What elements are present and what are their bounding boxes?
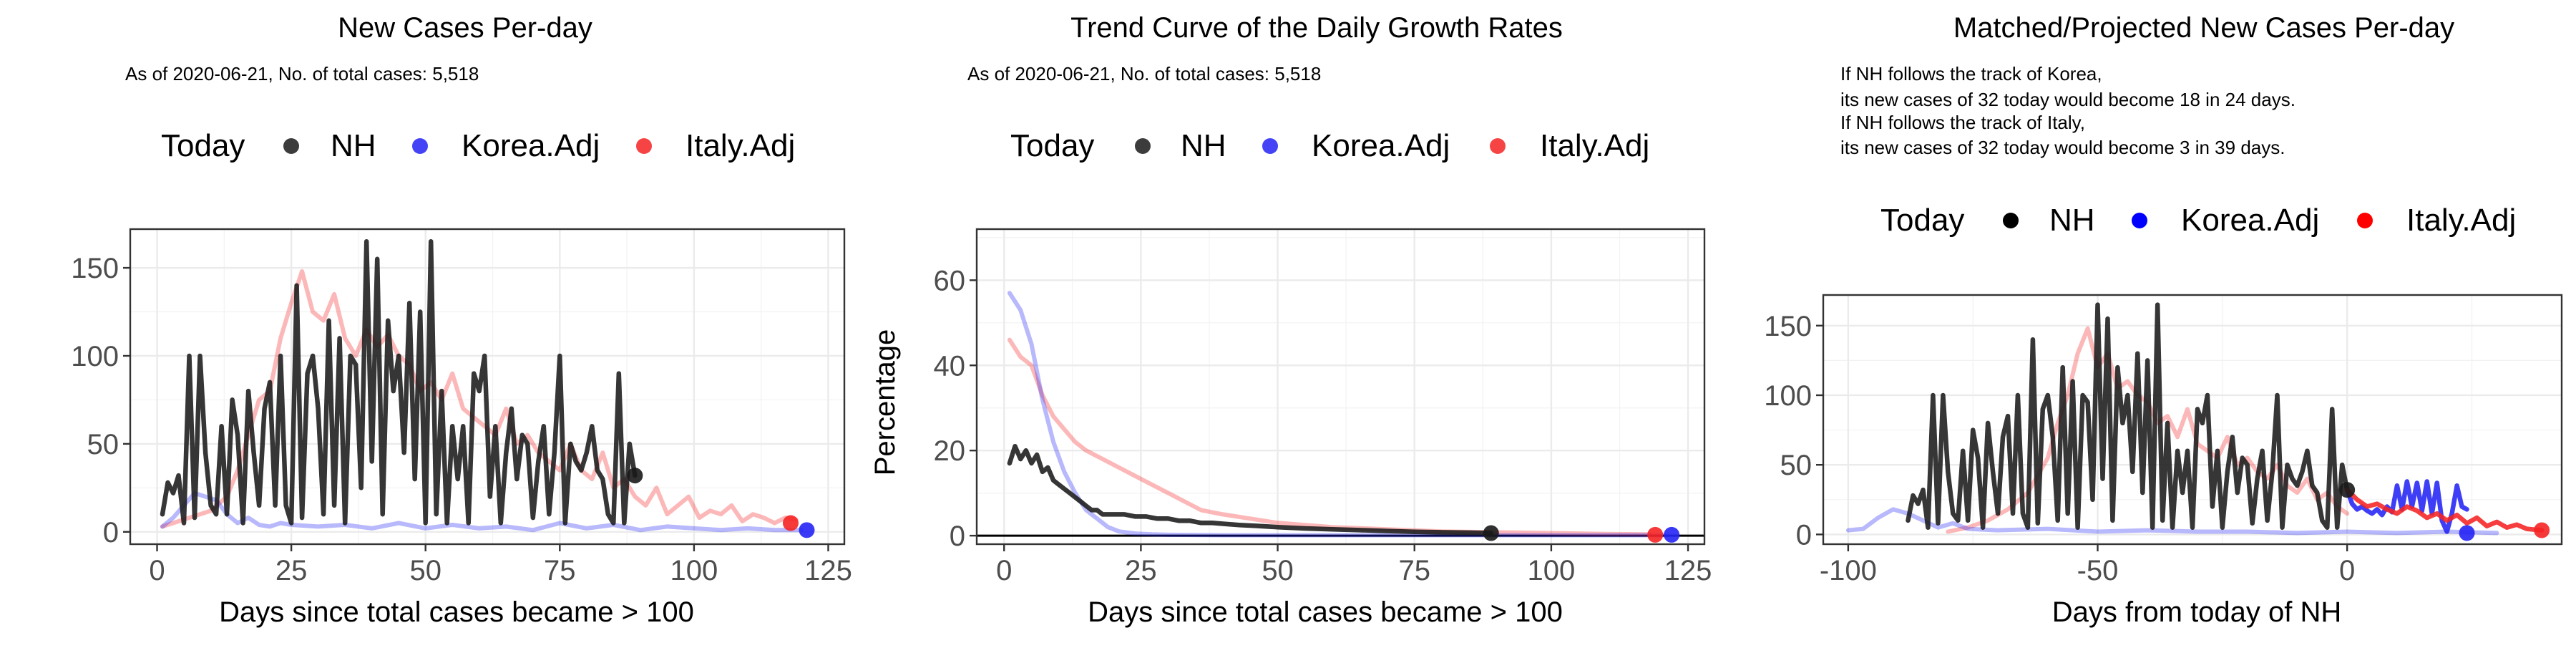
legend-korea-label: Korea.Adj [1312, 128, 1450, 163]
y-tick-label: 20 [934, 435, 966, 467]
x-tick-label: 0 [149, 555, 165, 586]
y-tick-label: 50 [1780, 450, 1813, 481]
annotation-line: If NH follows the track of Italy, [1840, 112, 2085, 133]
chart-growth-rates: Trend Curve of the Daily Growth Rates As… [869, 12, 1712, 628]
x-axis-label: Days from today of NH [2052, 596, 2342, 628]
series-line-korea-adj [1007, 291, 1669, 538]
series-line-korea-adj-projected [2344, 479, 2469, 534]
today-point-italy-adj [1647, 526, 1664, 543]
panel-border [1822, 294, 2563, 546]
y-tick-label: 50 [87, 429, 119, 460]
legend-title: Today [1010, 128, 1094, 163]
annotation-line: its new cases of 32 today would become 1… [1840, 89, 2296, 110]
today-point-nh [1483, 525, 1499, 541]
annotation-line: its new cases of 32 today would become 3… [1840, 137, 2285, 158]
legend-nh-label: NH [331, 128, 376, 163]
series-line-italy-adj [160, 269, 799, 529]
x-axis-label: Days since total cases became > 100 [219, 596, 694, 628]
today-point-korea-adj [799, 522, 815, 538]
today-point-korea-adj [2459, 525, 2475, 541]
legend-nh-marker [1135, 138, 1151, 154]
x-tick-label: 75 [544, 555, 576, 586]
panel-border [975, 228, 1706, 546]
legend-italy-label: Italy.Adj [686, 128, 795, 163]
legend-italy-label: Italy.Adj [2406, 203, 2516, 238]
y-tick-label: 0 [1796, 519, 1812, 551]
plot-area: -100 -50 0 0 50 100 150 [1764, 294, 2563, 586]
chart-matched-projected: Matched/Projected New Cases Per-day If N… [1764, 12, 2563, 628]
x-axis-label: Days since total cases became > 100 [1088, 596, 1563, 628]
today-point-nh [2339, 482, 2356, 498]
legend-nh-marker [283, 138, 299, 154]
y-tick-label: 150 [71, 253, 119, 284]
legend: Today NH Korea.Adj Italy.Adj [1880, 203, 2516, 238]
series-line-nh [1906, 302, 2350, 530]
today-point-italy-adj [782, 515, 799, 531]
x-tick-label: 75 [1398, 555, 1430, 586]
x-tick-label: 125 [1664, 555, 1712, 586]
y-tick-label: 100 [1764, 380, 1812, 412]
x-tick-label: 0 [2339, 555, 2355, 586]
x-tick-label: 100 [670, 555, 718, 586]
legend-italy-label: Italy.Adj [1540, 128, 1649, 163]
legend: Today NH Korea.Adj Italy.Adj [1010, 128, 1649, 163]
x-tick-label: 125 [804, 555, 852, 586]
legend: Today NH Korea.Adj Italy.Adj [161, 128, 795, 163]
panel-background [977, 229, 1704, 544]
chart-title: Trend Curve of the Daily Growth Rates [1070, 12, 1563, 44]
x-tick-label: 50 [1262, 555, 1294, 586]
y-tick-label: 0 [950, 521, 965, 552]
chart-subtitle: As of 2020-06-21, No. of total cases: 5,… [967, 63, 1321, 84]
x-tick-label: -50 [2077, 555, 2119, 586]
legend-korea-marker [2132, 213, 2147, 228]
series-line-korea-adj [1845, 507, 2499, 536]
chart-subtitle: As of 2020-06-21, No. of total cases: 5,… [125, 63, 479, 84]
x-tick-label: 50 [409, 555, 441, 586]
y-axis-label: Percentage [869, 329, 901, 476]
legend-korea-label: Korea.Adj [462, 128, 600, 163]
x-tick-label: 0 [996, 555, 1012, 586]
y-tick-label: 100 [71, 341, 119, 372]
panel-border [129, 228, 846, 546]
x-tick-label: 25 [1125, 555, 1157, 586]
annotation-line: If NH follows the track of Korea, [1840, 63, 2102, 84]
chart-title: Matched/Projected New Cases Per-day [1953, 12, 2454, 44]
series-line-italy-adj-projected [2344, 487, 2545, 533]
today-point-nh [627, 468, 643, 484]
x-tick-label: 25 [275, 555, 308, 586]
legend-korea-marker [1262, 138, 1278, 154]
legend-nh-marker [2003, 213, 2019, 228]
y-tick-label: 40 [934, 350, 966, 382]
series-line-italy-adj [1946, 326, 2350, 534]
today-point-italy-adj [2534, 522, 2550, 538]
legend-nh-label: NH [1181, 128, 1226, 163]
legend-italy-marker [636, 138, 652, 154]
plot-area: 0 25 50 75 100 125 0 20 40 60 [934, 228, 1712, 586]
legend-italy-marker [1490, 138, 1506, 154]
today-point-korea-adj [1664, 526, 1680, 543]
legend-italy-marker [2357, 213, 2373, 228]
legend-nh-label: NH [2049, 203, 2095, 238]
y-tick-label: 60 [934, 265, 966, 296]
chart-new-cases-per-day: New Cases Per-day As of 2020-06-21, No. … [71, 12, 852, 628]
series-line-nh [160, 238, 638, 526]
legend-korea-label: Korea.Adj [2181, 203, 2319, 238]
y-tick-label: 0 [103, 517, 119, 548]
chart-title: New Cases Per-day [338, 12, 592, 44]
series-line-nh [1007, 443, 1494, 536]
y-tick-label: 150 [1764, 311, 1812, 342]
legend-title: Today [161, 128, 245, 163]
x-tick-label: -100 [1820, 555, 1877, 586]
legend-title: Today [1880, 203, 1964, 238]
plot-area: 0 25 50 75 100 125 0 50 100 150 [71, 228, 852, 586]
legend-korea-marker [412, 138, 428, 154]
x-tick-label: 100 [1528, 555, 1576, 586]
